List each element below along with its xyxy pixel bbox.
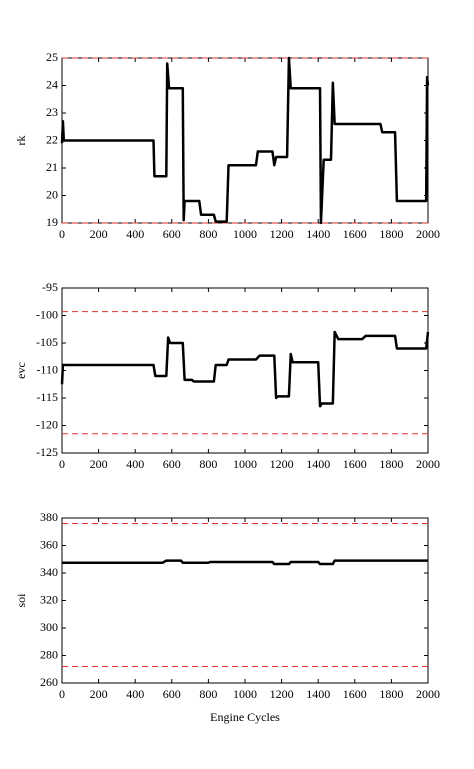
y-tick-label: 280 — [40, 647, 58, 661]
x-tick-label: 0 — [59, 227, 65, 241]
x-tick-label: 1400 — [306, 457, 330, 471]
y-tick-label: 260 — [40, 675, 58, 689]
y-tick-label: 340 — [40, 565, 58, 579]
y-tick-label: 360 — [40, 537, 58, 551]
x-tick-label: 1600 — [343, 227, 367, 241]
x-axis-label: Engine Cycles — [210, 710, 280, 724]
x-tick-label: 1000 — [233, 457, 257, 471]
x-tick-label: 0 — [59, 457, 65, 471]
y-axis-label: rk — [14, 136, 28, 146]
axes-frame — [61, 287, 429, 454]
x-tick-label: 1400 — [306, 687, 330, 701]
y-axis-label: evc — [14, 362, 28, 379]
x-tick-label: 1600 — [343, 687, 367, 701]
y-tick-label: 25 — [46, 50, 58, 64]
x-tick-label: 600 — [163, 457, 181, 471]
y-tick-label: 320 — [40, 592, 58, 606]
x-tick-label: 200 — [90, 457, 108, 471]
x-tick-label: 400 — [126, 457, 144, 471]
x-tick-label: 0 — [59, 687, 65, 701]
x-tick-label: 400 — [126, 227, 144, 241]
y-tick-label: 20 — [46, 187, 58, 201]
y-tick-label: 21 — [46, 160, 58, 174]
x-tick-label: 800 — [199, 227, 217, 241]
x-tick-label: 600 — [163, 227, 181, 241]
axes-frame — [61, 517, 429, 684]
x-tick-label: 1400 — [306, 227, 330, 241]
y-tick-label: -125 — [36, 445, 58, 459]
y-tick-label: -100 — [36, 307, 58, 321]
y-tick-label: 23 — [46, 105, 58, 119]
y-tick-label: -115 — [36, 390, 58, 404]
x-tick-label: 600 — [163, 687, 181, 701]
y-tick-label: 24 — [46, 77, 58, 91]
x-tick-label: 400 — [126, 687, 144, 701]
data-line — [60, 330, 430, 408]
x-tick-label: 1000 — [233, 227, 257, 241]
y-axis-label: soi — [14, 593, 28, 608]
x-tick-label: 1800 — [379, 457, 403, 471]
data-line — [62, 559, 428, 566]
y-tick-label: 22 — [46, 132, 58, 146]
y-tick-label: -110 — [36, 362, 58, 376]
x-tick-label: 200 — [90, 227, 108, 241]
x-tick-label: 2000 — [416, 227, 440, 241]
x-tick-label: 2000 — [416, 687, 440, 701]
x-tick-label: 1000 — [233, 687, 257, 701]
x-tick-label: 2000 — [416, 457, 440, 471]
x-tick-label: 200 — [90, 687, 108, 701]
y-tick-label: 19 — [46, 215, 58, 229]
y-tick-label: -120 — [36, 417, 58, 431]
x-tick-label: 800 — [199, 457, 217, 471]
y-tick-label: 380 — [40, 510, 58, 524]
x-tick-label: 1200 — [270, 457, 294, 471]
x-tick-label: 1200 — [270, 687, 294, 701]
x-tick-label: 1200 — [270, 227, 294, 241]
x-tick-label: 800 — [199, 687, 217, 701]
x-tick-label: 1600 — [343, 457, 367, 471]
x-tick-label: 1800 — [379, 687, 403, 701]
data-line — [60, 56, 430, 225]
y-tick-label: 300 — [40, 620, 58, 634]
x-tick-label: 1800 — [379, 227, 403, 241]
y-tick-label: -95 — [42, 280, 58, 294]
y-tick-label: -105 — [36, 335, 58, 349]
